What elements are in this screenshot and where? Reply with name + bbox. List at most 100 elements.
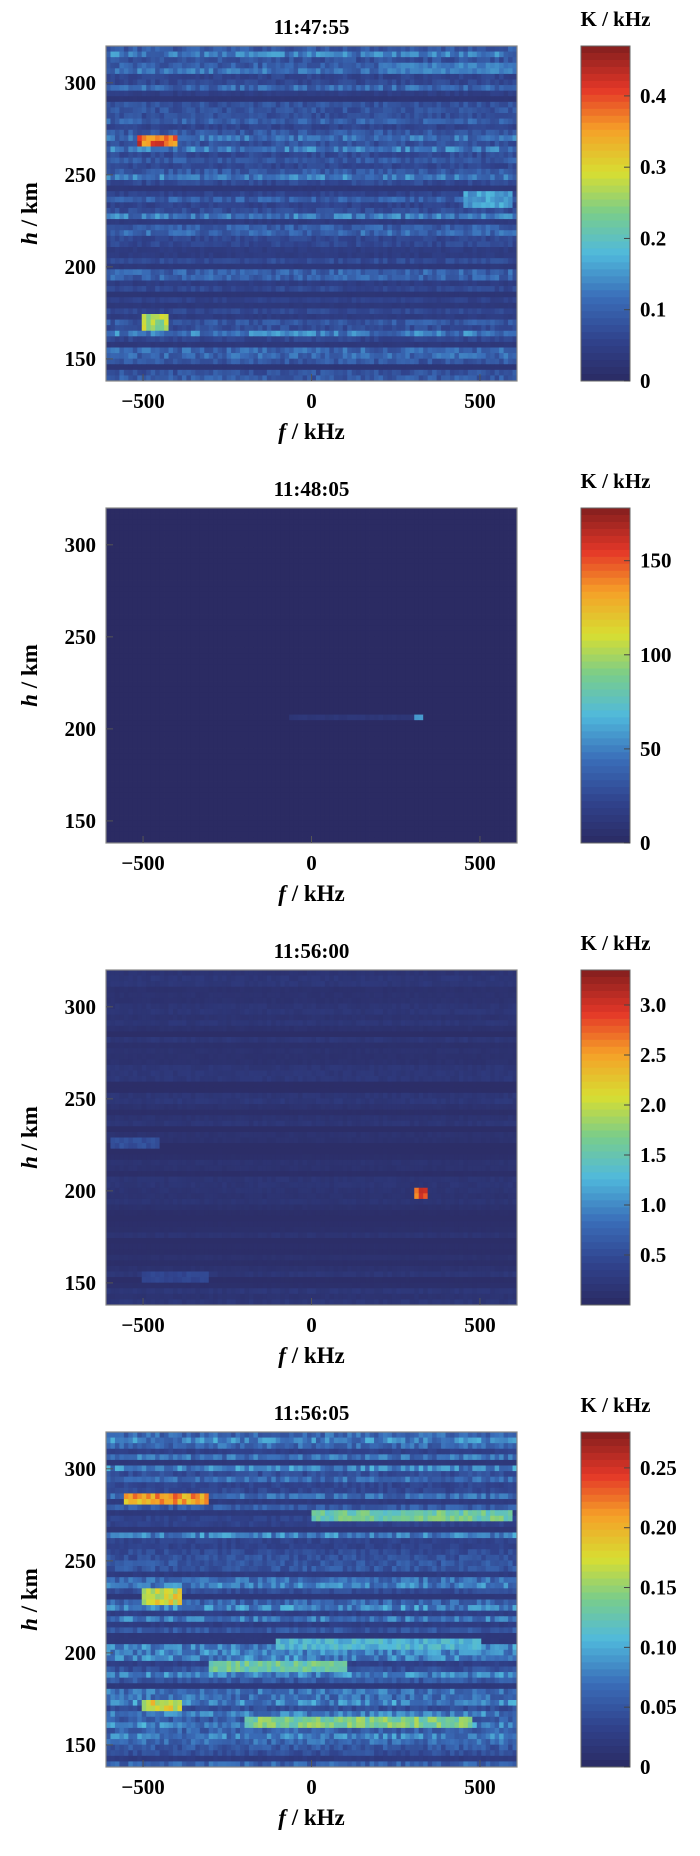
heatmap-cell xyxy=(285,297,290,303)
heatmap-cell xyxy=(320,336,325,342)
heatmap-cell xyxy=(495,135,500,141)
heatmap-cell xyxy=(316,314,321,320)
heatmap-cell xyxy=(271,219,276,225)
heatmap-cell xyxy=(222,186,227,192)
heatmap-cell xyxy=(463,197,468,203)
heatmap-cell xyxy=(173,214,178,220)
heatmap-cell xyxy=(379,325,384,331)
heatmap-cell xyxy=(280,208,285,214)
heatmap-cell xyxy=(414,163,419,169)
heatmap-cell xyxy=(441,225,446,231)
heatmap-cell xyxy=(320,286,325,292)
heatmap-cell xyxy=(320,91,325,97)
heatmap-cell xyxy=(115,74,120,80)
heatmap-cell xyxy=(419,308,424,314)
heatmap-cell xyxy=(437,46,442,52)
heatmap-cell xyxy=(307,186,312,192)
heatmap-cell xyxy=(169,241,174,247)
heatmap-cell xyxy=(151,214,156,220)
heatmap-cell xyxy=(325,113,330,119)
heatmap-cell xyxy=(169,325,174,331)
heatmap-cell xyxy=(303,197,308,203)
heatmap-cell xyxy=(182,241,187,247)
heatmap-cell xyxy=(128,119,133,125)
heatmap-cell xyxy=(320,158,325,164)
heatmap-cell xyxy=(379,113,384,119)
heatmap-cell xyxy=(472,241,477,247)
heatmap-cell xyxy=(396,63,401,69)
heatmap-cell xyxy=(200,197,205,203)
heatmap-cell xyxy=(222,348,227,354)
heatmap-cell xyxy=(303,214,308,220)
heatmap-cell xyxy=(173,158,178,164)
heatmap-cell xyxy=(209,141,214,147)
heatmap-cell xyxy=(307,158,312,164)
heatmap-cell xyxy=(133,46,138,52)
heatmap-cell xyxy=(119,163,124,169)
heatmap-cell xyxy=(182,253,187,259)
heatmap-cell xyxy=(262,107,267,113)
heatmap-cell xyxy=(146,57,151,63)
heatmap-cell xyxy=(218,52,223,58)
heatmap-cell xyxy=(267,46,272,52)
heatmap-cell xyxy=(504,253,509,259)
heatmap-cell xyxy=(477,74,482,80)
heatmap-cell xyxy=(276,202,281,208)
heatmap-cell xyxy=(504,241,509,247)
heatmap-cell xyxy=(334,236,339,242)
heatmap-cell xyxy=(124,141,129,147)
heatmap-cell xyxy=(204,264,209,270)
heatmap-cell xyxy=(146,80,151,86)
heatmap-cell xyxy=(191,197,196,203)
heatmap-cell xyxy=(365,130,370,136)
heatmap-cell xyxy=(401,208,406,214)
heatmap-cell xyxy=(191,191,196,197)
heatmap-cell xyxy=(142,46,147,52)
heatmap-cell xyxy=(106,186,111,192)
heatmap-cell xyxy=(334,342,339,348)
heatmap-cell xyxy=(468,113,473,119)
heatmap-cell xyxy=(410,85,415,91)
heatmap-cell xyxy=(338,46,343,52)
heatmap-cell xyxy=(227,57,232,63)
heatmap-cell xyxy=(298,91,303,97)
heatmap-cell xyxy=(244,314,249,320)
heatmap-cell xyxy=(472,214,477,220)
heatmap-cell xyxy=(352,147,357,153)
heatmap-cell xyxy=(285,241,290,247)
heatmap-cell xyxy=(294,202,299,208)
heatmap-cell xyxy=(370,91,375,97)
heatmap-cell xyxy=(499,297,504,303)
heatmap-cell xyxy=(334,202,339,208)
heatmap-cell xyxy=(124,85,129,91)
heatmap-cell xyxy=(481,141,486,147)
heatmap-cell xyxy=(280,336,285,342)
heatmap-cell xyxy=(423,253,428,259)
heatmap-cell xyxy=(258,68,263,74)
heatmap-cell xyxy=(133,119,138,125)
heatmap-cell xyxy=(312,96,317,102)
heatmap-cell xyxy=(454,275,459,281)
heatmap-cell xyxy=(463,96,468,102)
heatmap-cell xyxy=(396,247,401,253)
heatmap-cell xyxy=(320,107,325,113)
heatmap-cell xyxy=(446,68,451,74)
heatmap-cell xyxy=(441,96,446,102)
heatmap-cell xyxy=(316,258,321,264)
heatmap-cell xyxy=(481,225,486,231)
heatmap-cell xyxy=(423,320,428,326)
heatmap-cell xyxy=(160,163,165,169)
heatmap-cell xyxy=(361,303,366,309)
heatmap-cell xyxy=(499,152,504,158)
heatmap-cell xyxy=(312,297,317,303)
heatmap-cell xyxy=(124,303,129,309)
heatmap-cell xyxy=(240,80,245,86)
heatmap-cell xyxy=(195,253,200,259)
heatmap-cell xyxy=(499,320,504,326)
heatmap-cell xyxy=(200,331,205,337)
heatmap-cell xyxy=(236,147,241,153)
heatmap-cell xyxy=(454,80,459,86)
heatmap-cell xyxy=(209,258,214,264)
heatmap-cell xyxy=(142,124,147,130)
heatmap-cell xyxy=(289,46,294,52)
